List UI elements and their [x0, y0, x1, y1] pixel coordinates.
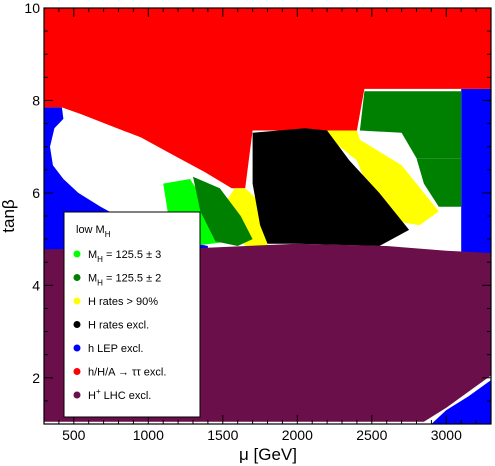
legend-marker — [73, 321, 81, 328]
x-axis-title: μ [GeV] — [239, 445, 297, 464]
legend-label: H+​ LHC excl. — [88, 387, 151, 402]
legend-marker — [73, 368, 81, 375]
region-h-rates-excl — [252, 128, 410, 246]
x-tick-label: 1000 — [133, 427, 164, 443]
x-tick-label: 2000 — [282, 427, 313, 443]
region-htautau-excl — [44, 8, 491, 189]
region-mh-125.5-pm-2-part-2 — [193, 176, 253, 246]
legend-box — [63, 211, 201, 418]
y-tick-label: 6 — [32, 185, 40, 201]
legend-label: H rates > 90% — [88, 296, 158, 308]
y-tick-label: 2 — [32, 370, 40, 386]
y-tick-label: 8 — [32, 92, 40, 108]
legend-label: MH​ = 125.5 ± 3 — [88, 249, 161, 264]
region-h-rates-above-90-part-1 — [319, 130, 439, 226]
region-h-rates-excl-part-1 — [252, 128, 410, 246]
x-tick-label: 1500 — [207, 427, 238, 443]
legend-marker — [73, 274, 81, 281]
region-h-lep-excl-part-2 — [461, 88, 491, 254]
y-axis-title: tanβ — [0, 199, 18, 233]
legend-marker — [73, 297, 81, 305]
legend-label: h LEP excl. — [88, 343, 143, 355]
legend-label: h/H/A → ττ excl. — [88, 367, 166, 379]
x-tick-label: 2500 — [356, 427, 387, 443]
x-tick-label: 3000 — [431, 427, 462, 443]
legend: low MH​ MH​ = 125.5 ± 3 MH​ = 125.5 ± 2 H r… — [63, 211, 201, 418]
y-tick-label: 10 — [24, 0, 40, 16]
legend-label: MH​ = 125.5 ± 2 — [88, 273, 161, 288]
plot-frame — [43, 7, 492, 425]
region-mh-125.5-pm-2 — [193, 91, 462, 246]
region-mh-125.5-pm-2-part-1 — [359, 91, 462, 159]
region-h-lep-excl-part-3 — [431, 380, 491, 424]
region-htautau-excl-part-1 — [44, 8, 491, 189]
legend-marker — [73, 391, 81, 399]
legend-marker — [73, 344, 81, 352]
legend-marker — [73, 250, 81, 258]
region-mh-125.5-pm-2-part-3 — [416, 158, 462, 207]
legend-title: low MH​ — [76, 224, 111, 239]
legend-label: H rates excl. — [88, 320, 149, 332]
y-tick-label: 4 — [32, 277, 40, 293]
x-tick-label: 500 — [62, 427, 86, 443]
